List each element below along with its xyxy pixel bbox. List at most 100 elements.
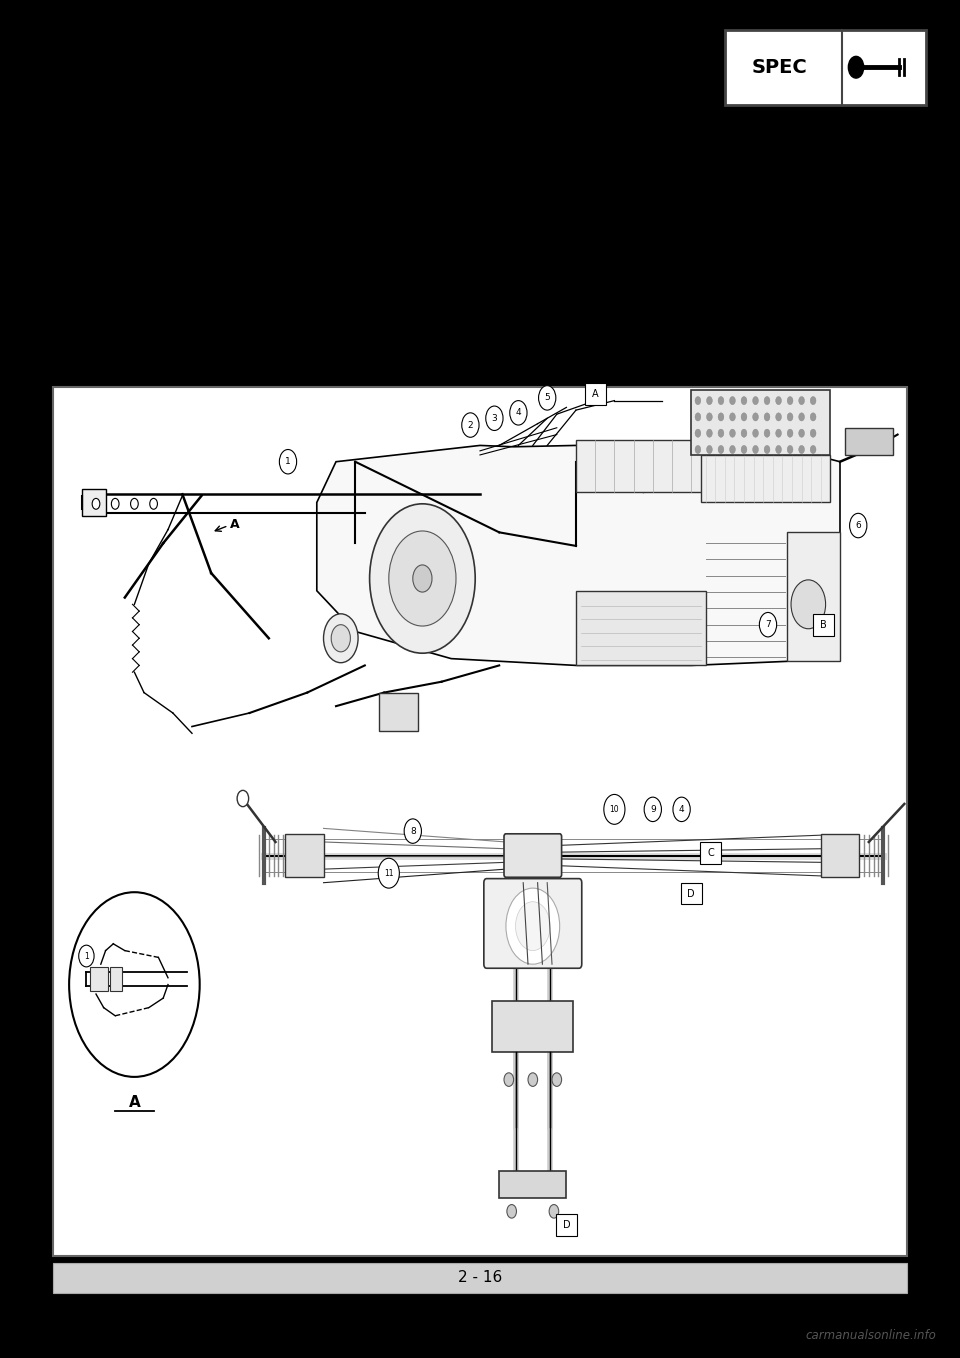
Circle shape	[131, 498, 138, 509]
FancyBboxPatch shape	[691, 390, 830, 455]
Circle shape	[799, 413, 804, 421]
Circle shape	[730, 429, 735, 437]
Circle shape	[695, 429, 701, 437]
Circle shape	[673, 797, 690, 822]
FancyBboxPatch shape	[82, 489, 106, 516]
Circle shape	[150, 498, 157, 509]
Text: 2 - 16: 2 - 16	[458, 1270, 502, 1286]
Circle shape	[718, 429, 724, 437]
Text: 1: 1	[84, 952, 88, 960]
Circle shape	[718, 397, 724, 405]
Circle shape	[528, 1073, 538, 1086]
Circle shape	[764, 397, 770, 405]
Circle shape	[324, 614, 358, 663]
Circle shape	[92, 498, 100, 509]
Circle shape	[504, 1073, 514, 1086]
Circle shape	[413, 565, 432, 592]
Text: C: C	[707, 847, 714, 858]
Text: 4: 4	[679, 805, 684, 813]
Circle shape	[741, 413, 747, 421]
Circle shape	[389, 531, 456, 626]
Circle shape	[730, 413, 735, 421]
Text: 11: 11	[384, 869, 394, 877]
Circle shape	[759, 612, 777, 637]
Circle shape	[849, 56, 864, 77]
Circle shape	[810, 397, 816, 405]
Text: 4: 4	[516, 409, 521, 417]
Circle shape	[764, 429, 770, 437]
Circle shape	[799, 429, 804, 437]
Text: SPEC: SPEC	[752, 58, 807, 76]
Circle shape	[707, 429, 712, 437]
Circle shape	[516, 902, 550, 951]
Circle shape	[707, 397, 712, 405]
Circle shape	[741, 429, 747, 437]
FancyBboxPatch shape	[504, 834, 562, 877]
Circle shape	[730, 397, 735, 405]
Text: carmanualsonline.info: carmanualsonline.info	[805, 1328, 936, 1342]
Circle shape	[695, 445, 701, 454]
Circle shape	[776, 429, 781, 437]
Text: B: B	[820, 619, 828, 630]
FancyBboxPatch shape	[821, 834, 859, 877]
Circle shape	[776, 397, 781, 405]
Circle shape	[718, 413, 724, 421]
Circle shape	[644, 797, 661, 822]
Circle shape	[331, 625, 350, 652]
Text: 9: 9	[650, 805, 656, 813]
Circle shape	[486, 406, 503, 430]
Circle shape	[510, 401, 527, 425]
Circle shape	[787, 397, 793, 405]
FancyBboxPatch shape	[379, 693, 418, 731]
FancyBboxPatch shape	[813, 614, 834, 636]
FancyBboxPatch shape	[681, 883, 702, 904]
Circle shape	[462, 413, 479, 437]
Circle shape	[741, 397, 747, 405]
Circle shape	[539, 386, 556, 410]
Circle shape	[753, 397, 758, 405]
FancyBboxPatch shape	[53, 1263, 907, 1293]
Circle shape	[799, 445, 804, 454]
Text: 1: 1	[285, 458, 291, 466]
Text: 10: 10	[610, 805, 619, 813]
FancyBboxPatch shape	[725, 30, 926, 105]
Text: A: A	[592, 388, 598, 399]
FancyBboxPatch shape	[700, 842, 721, 864]
FancyBboxPatch shape	[90, 967, 108, 991]
Text: 5: 5	[544, 394, 550, 402]
Text: 7: 7	[765, 621, 771, 629]
FancyBboxPatch shape	[701, 455, 830, 502]
FancyBboxPatch shape	[110, 967, 122, 991]
Text: 2: 2	[468, 421, 473, 429]
Circle shape	[370, 504, 475, 653]
Circle shape	[787, 445, 793, 454]
Circle shape	[753, 445, 758, 454]
Text: A: A	[129, 1095, 140, 1111]
FancyBboxPatch shape	[576, 591, 706, 665]
Text: 3: 3	[492, 414, 497, 422]
Circle shape	[707, 413, 712, 421]
Circle shape	[695, 397, 701, 405]
FancyBboxPatch shape	[585, 383, 606, 405]
Circle shape	[549, 1205, 559, 1218]
Text: 6: 6	[855, 521, 861, 530]
Circle shape	[787, 413, 793, 421]
Circle shape	[604, 794, 625, 824]
Circle shape	[764, 445, 770, 454]
Circle shape	[810, 429, 816, 437]
Circle shape	[237, 790, 249, 807]
FancyBboxPatch shape	[845, 428, 893, 455]
Circle shape	[741, 445, 747, 454]
Circle shape	[506, 888, 560, 964]
Circle shape	[730, 445, 735, 454]
Circle shape	[850, 513, 867, 538]
Circle shape	[791, 580, 826, 629]
Circle shape	[787, 429, 793, 437]
Circle shape	[279, 449, 297, 474]
Circle shape	[718, 445, 724, 454]
Circle shape	[507, 1205, 516, 1218]
Circle shape	[404, 819, 421, 843]
Text: 8: 8	[410, 827, 416, 835]
FancyBboxPatch shape	[285, 834, 324, 877]
Circle shape	[552, 1073, 562, 1086]
